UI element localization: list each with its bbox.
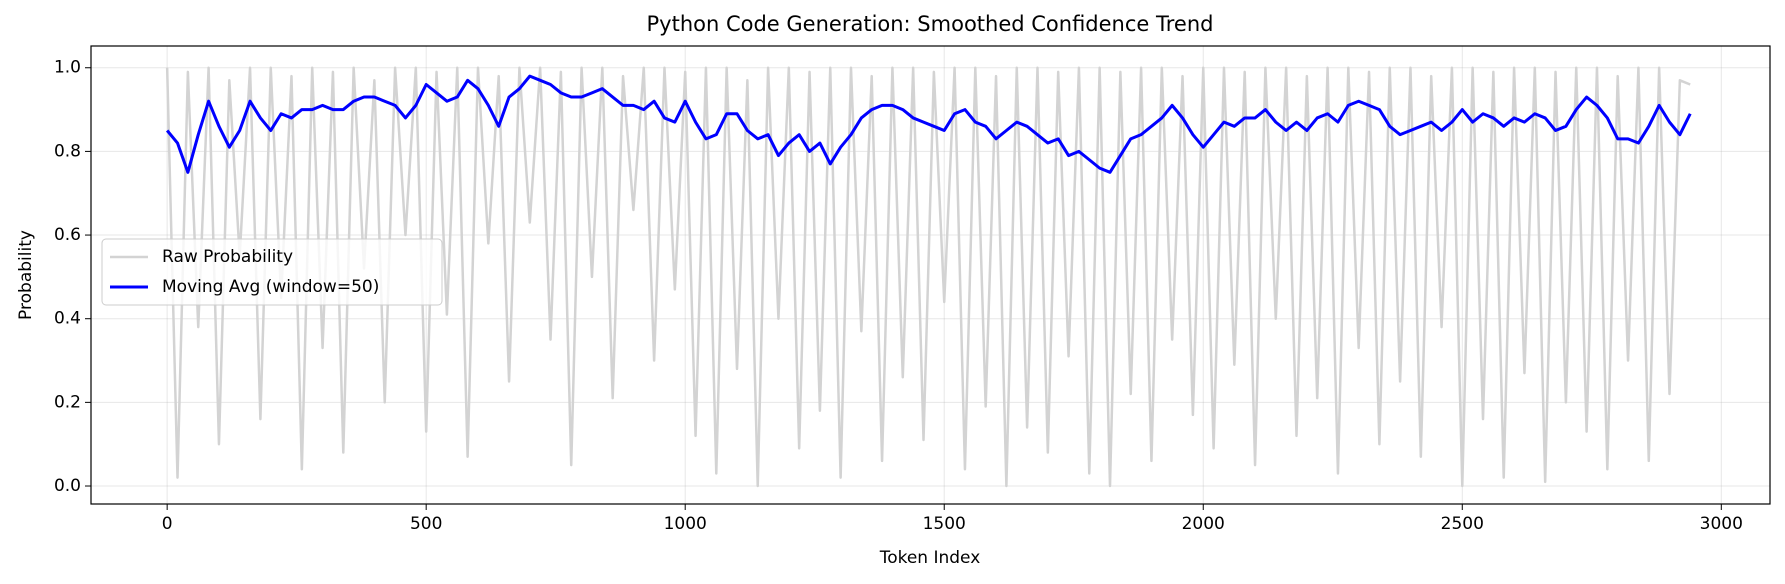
chart-title: Python Code Generation: Smoothed Confide… (647, 12, 1214, 36)
x-tick-label: 2000 (1182, 514, 1225, 534)
x-tick-label: 1000 (664, 514, 707, 534)
x-tick-label: 3000 (1700, 514, 1743, 534)
x-tick-label: 0 (162, 514, 173, 534)
legend: Raw Probability Moving Avg (window=50) (101, 238, 443, 306)
plot-frame (90, 45, 1771, 505)
y-tick-label: 0.4 (54, 309, 81, 329)
legend-label: Raw Probability (162, 247, 293, 267)
y-tick-label: 0.6 (54, 225, 81, 245)
x-tick-label: 1500 (923, 514, 966, 534)
legend-box (101, 238, 443, 306)
y-tick-label: 0.0 (54, 476, 81, 496)
legend-label: Moving Avg (window=50) (162, 277, 379, 297)
y-axis-label: Probability (16, 230, 36, 320)
y-tick-label: 0.8 (54, 141, 81, 161)
x-tick-label: 500 (410, 514, 442, 534)
x-axis-label: Token Index (879, 548, 981, 568)
y-tick-label: 1.0 (54, 58, 81, 78)
line-series (165, 74, 1692, 174)
y-tick-label: 0.2 (54, 392, 81, 412)
x-tick-label: 2500 (1441, 514, 1484, 534)
